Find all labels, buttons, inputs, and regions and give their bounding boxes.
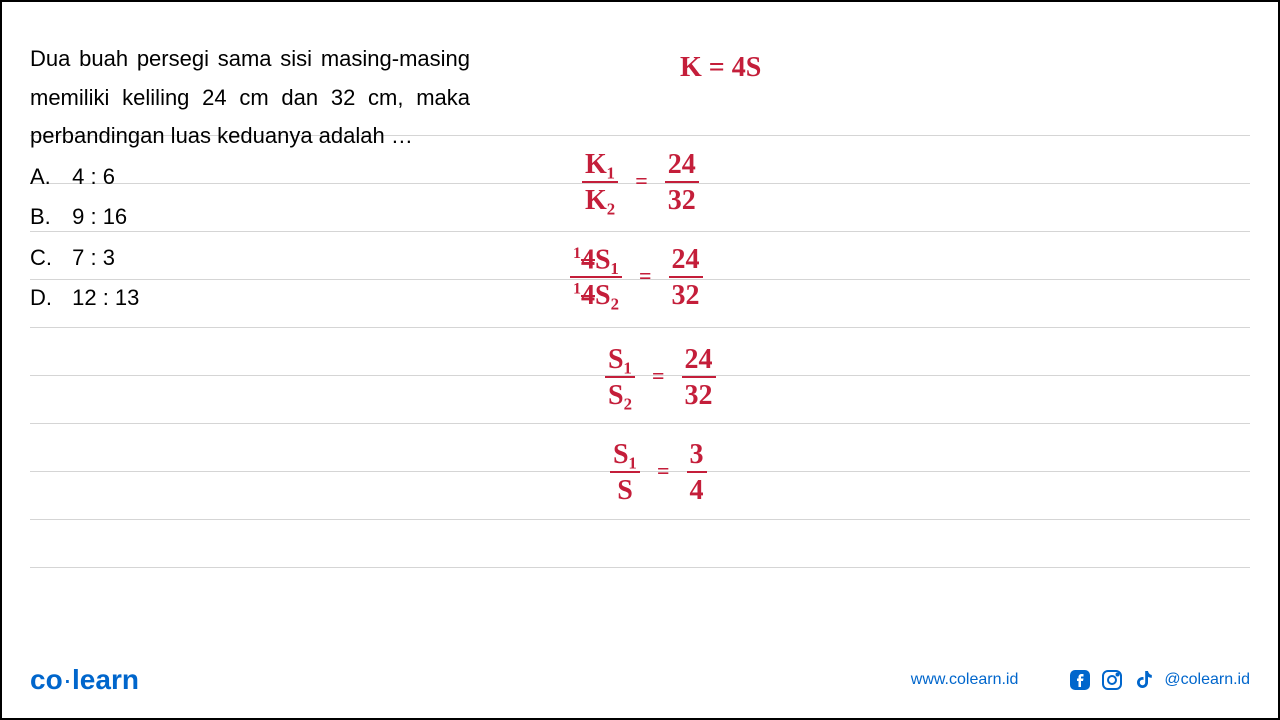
social-links: @colearn.id [1068,668,1250,692]
instagram-icon [1100,668,1124,692]
website-url: www.colearn.id [911,671,1019,689]
option-d: D. 12 : 13 [30,279,470,318]
question-text: Dua buah persegi sama sisi masing-masing… [30,40,470,156]
social-handle: @colearn.id [1164,671,1250,689]
handwriting-formula: K = 4S [680,52,761,84]
facebook-icon [1068,668,1092,692]
content-area: Dua buah persegi sama sisi masing-masing… [0,40,1280,640]
footer: co·learn www.colearn.id @colearn.id [0,640,1280,720]
logo: co·learn [30,664,139,696]
question-block: Dua buah persegi sama sisi masing-masing… [30,40,470,318]
handwriting-step-2: 14S₁ 14S₂ = 24 32 [570,245,703,315]
option-c: C. 7 : 3 [30,239,470,278]
handwriting-step-4: S₁ S = 3 4 [610,440,707,509]
handwriting-step-3: S₁ S₂ = 24 32 [605,345,716,414]
option-a: A. 4 : 6 [30,158,470,197]
tiktok-icon [1132,668,1156,692]
option-b: B. 9 : 16 [30,198,470,237]
handwriting-step-1: K₁ K₂ = 24 32 [582,150,699,219]
